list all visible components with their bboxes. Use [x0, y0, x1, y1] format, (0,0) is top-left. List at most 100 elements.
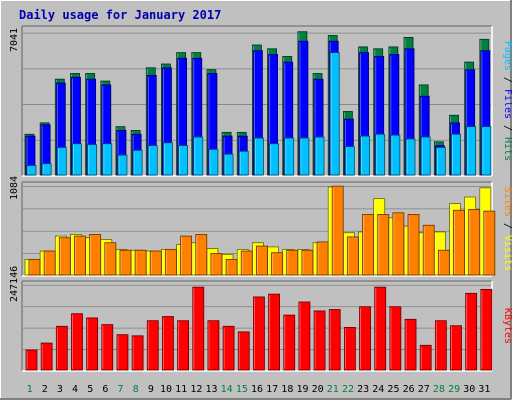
x-tick-day-22: 22 — [342, 384, 354, 395]
bar-kbytes-day-24 — [374, 286, 387, 371]
bar-pages-day-15 — [238, 150, 249, 176]
y-tick-label: 7041 — [9, 28, 20, 52]
bar-kbytes-day-29 — [450, 325, 462, 371]
bar-sites-day-24 — [377, 214, 390, 276]
bar-sites-day-14 — [225, 258, 238, 276]
bar-pages-day-28 — [435, 147, 446, 176]
bar-kbytes-day-26 — [404, 318, 417, 371]
bar-pages-day-19 — [299, 137, 310, 176]
legend-pages: Pages — [502, 41, 512, 71]
bar-pages-day-30 — [466, 126, 477, 176]
bar-pages-day-21 — [329, 52, 340, 176]
x-tick-day-31: 31 — [478, 384, 490, 395]
x-tick-day-11: 11 — [175, 384, 187, 395]
bar-sites-day-4 — [74, 235, 86, 276]
bar-sites-day-11 — [180, 235, 193, 276]
x-tick-day-12: 12 — [190, 384, 202, 395]
x-tick-day-8: 8 — [133, 384, 139, 395]
bar-kbytes-day-10 — [162, 316, 174, 371]
x-tick-day-3: 3 — [57, 384, 63, 395]
bar-pages-day-25 — [390, 134, 401, 176]
bar-kbytes-day-3 — [55, 325, 68, 371]
bar-pages-day-2 — [41, 163, 52, 176]
bar-kbytes-day-15 — [237, 331, 250, 371]
legend-label: Pages / Files / Hits — [502, 41, 512, 161]
bar-pages-day-27 — [420, 136, 431, 176]
bar-kbytes-day-25 — [389, 306, 402, 371]
panel-2: 1084 Sites / Visits — [9, 176, 512, 277]
bar-sites-day-5 — [89, 234, 102, 276]
bar-pages-day-13 — [208, 149, 219, 176]
x-tick-day-2: 2 — [42, 384, 48, 395]
bar-kbytes-day-30 — [465, 292, 478, 371]
y-tick-label: 1084 — [9, 176, 20, 200]
bar-sites-day-2 — [43, 250, 56, 276]
bar-kbytes-day-17 — [268, 293, 280, 371]
bar-pages-day-24 — [375, 133, 386, 176]
bar-sites-day-20 — [316, 241, 329, 276]
x-tick-day-28: 28 — [433, 384, 445, 395]
bar-pages-day-23 — [360, 135, 370, 176]
bar-sites-day-8 — [134, 249, 147, 276]
x-tick-day-24: 24 — [372, 384, 384, 395]
bar-sites-day-28 — [437, 249, 450, 276]
x-tick-day-20: 20 — [312, 384, 324, 395]
x-tick-day-9: 9 — [148, 384, 154, 395]
x-tick-day-21: 21 — [327, 384, 339, 395]
x-tick-day-18: 18 — [281, 384, 293, 395]
bar-kbytes-day-8 — [131, 335, 144, 371]
bar-pages-day-10 — [163, 142, 173, 176]
bar-sites-day-12 — [195, 234, 208, 276]
panel-1: 7041 Pages / Files / Hits — [9, 25, 512, 177]
bar-kbytes-day-7 — [116, 334, 129, 371]
x-tick-day-30: 30 — [463, 384, 475, 395]
legend-sites: Sites — [502, 187, 512, 217]
bar-kbytes-day-28 — [434, 320, 447, 371]
bar-sites-day-1 — [28, 258, 41, 276]
bar-sites-day-26 — [407, 214, 420, 276]
bar-sites-day-31 — [483, 210, 496, 276]
x-tick-day-15: 15 — [236, 384, 248, 395]
bar-sites-day-25 — [392, 212, 405, 276]
x-tick-day-10: 10 — [160, 384, 172, 395]
bar-sites-day-27 — [422, 224, 435, 276]
bar-pages-day-7 — [117, 154, 128, 176]
bar-pages-day-26 — [405, 138, 416, 176]
x-tick-day-14: 14 — [221, 384, 233, 395]
bar-sites-day-13 — [210, 253, 223, 276]
bar-pages-day-20 — [314, 136, 325, 176]
bar-kbytes-day-23 — [359, 306, 371, 371]
bar-kbytes-day-11 — [177, 320, 190, 371]
bar-pages-day-22 — [344, 146, 355, 176]
bar-pages-day-18 — [284, 137, 295, 176]
bar-sites-day-3 — [58, 237, 71, 276]
bar-pages-day-9 — [147, 145, 158, 176]
bar-pages-day-6 — [102, 143, 113, 176]
bar-sites-day-9 — [149, 250, 162, 276]
bar-kbytes-day-31 — [480, 288, 493, 371]
bar-kbytes-day-21 — [328, 309, 341, 371]
bar-sites-day-10 — [165, 248, 177, 276]
x-tick-day-17: 17 — [266, 384, 278, 395]
bar-kbytes-day-4 — [71, 313, 83, 371]
bar-kbytes-day-14 — [222, 325, 235, 371]
x-tick-day-16: 16 — [251, 384, 263, 395]
bar-kbytes-day-12 — [192, 286, 205, 371]
x-tick-day-5: 5 — [87, 384, 93, 395]
x-tick-day-29: 29 — [448, 384, 460, 395]
bar-kbytes-day-6 — [101, 324, 114, 371]
bar-pages-day-1 — [26, 165, 37, 176]
bar-sites-day-30 — [468, 209, 481, 276]
legend-label: KBytes — [502, 308, 512, 344]
bar-pages-day-16 — [254, 137, 264, 176]
bar-pages-day-12 — [193, 136, 204, 176]
legend-visits: Visits — [502, 235, 512, 271]
bar-sites-day-19 — [301, 249, 314, 276]
x-tick-day-19: 19 — [296, 384, 308, 395]
bar-kbytes-day-18 — [283, 314, 296, 371]
bar-kbytes-day-27 — [419, 344, 432, 371]
legend-files: Files — [502, 89, 512, 119]
x-tick-day-1: 1 — [27, 384, 33, 395]
bar-kbytes-day-5 — [86, 317, 99, 371]
